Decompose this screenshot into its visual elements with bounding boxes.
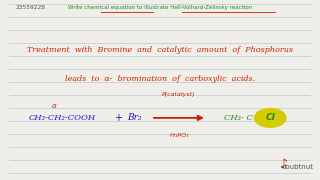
Text: ♪: ♪ [280,158,288,171]
Text: CH₃- C: CH₃- C [224,114,253,122]
Text: Cl: Cl [265,113,275,122]
Text: doubtnut: doubtnut [281,164,313,170]
Text: leads  to  α-  bromination  of  carboxylic  acids.: leads to α- bromination of carboxylic ac… [65,75,255,83]
Text: -H₃PO₃: -H₃PO₃ [169,133,189,138]
Text: 23559228: 23559228 [15,5,45,10]
Text: Br₂: Br₂ [127,113,141,122]
Text: P(catalyst): P(catalyst) [162,92,196,97]
Text: Treatment  with  Bromine  and  catalytic  amount  of  Phosphorus: Treatment with Bromine and catalytic amo… [27,46,293,54]
Text: α: α [52,103,56,109]
Text: +: + [114,113,122,123]
Text: CH₃-CH₂-COOH: CH₃-CH₂-COOH [28,114,95,122]
Circle shape [254,109,286,127]
Text: Write chemical equation to illustrate Hell-Volhard-Zelinsky reaction: Write chemical equation to illustrate He… [68,5,252,10]
